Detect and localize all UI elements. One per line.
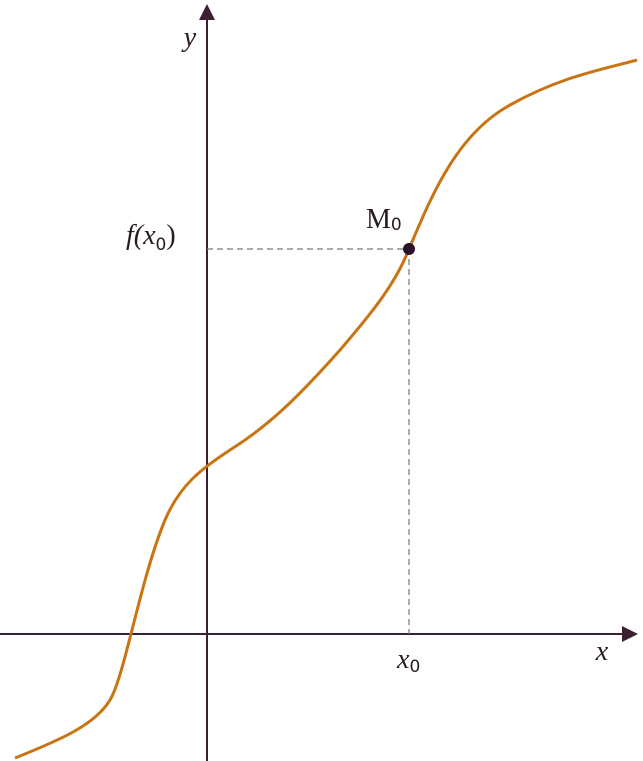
y-marker-label: f(x0) — [126, 220, 176, 255]
x-marker-main: x — [396, 644, 410, 675]
y-arrow — [199, 4, 215, 20]
point-label-sub: 0 — [391, 215, 402, 235]
x-axis-label: x — [595, 636, 609, 667]
function-curve — [14, 58, 638, 760]
y-marker-suffix: ) — [166, 220, 175, 251]
point-label: M0 — [366, 204, 402, 235]
y-marker-main: x — [142, 220, 156, 251]
x-marker-sub: 0 — [409, 657, 420, 677]
point-label-main: M — [366, 204, 391, 235]
y-marker-prefix: f( — [126, 220, 145, 251]
y-axis-label: y — [181, 22, 197, 53]
y-marker-sub: 0 — [156, 235, 167, 255]
point-m0 — [403, 243, 415, 255]
x-arrow — [622, 626, 638, 642]
x-marker-label: x0 — [396, 644, 420, 677]
